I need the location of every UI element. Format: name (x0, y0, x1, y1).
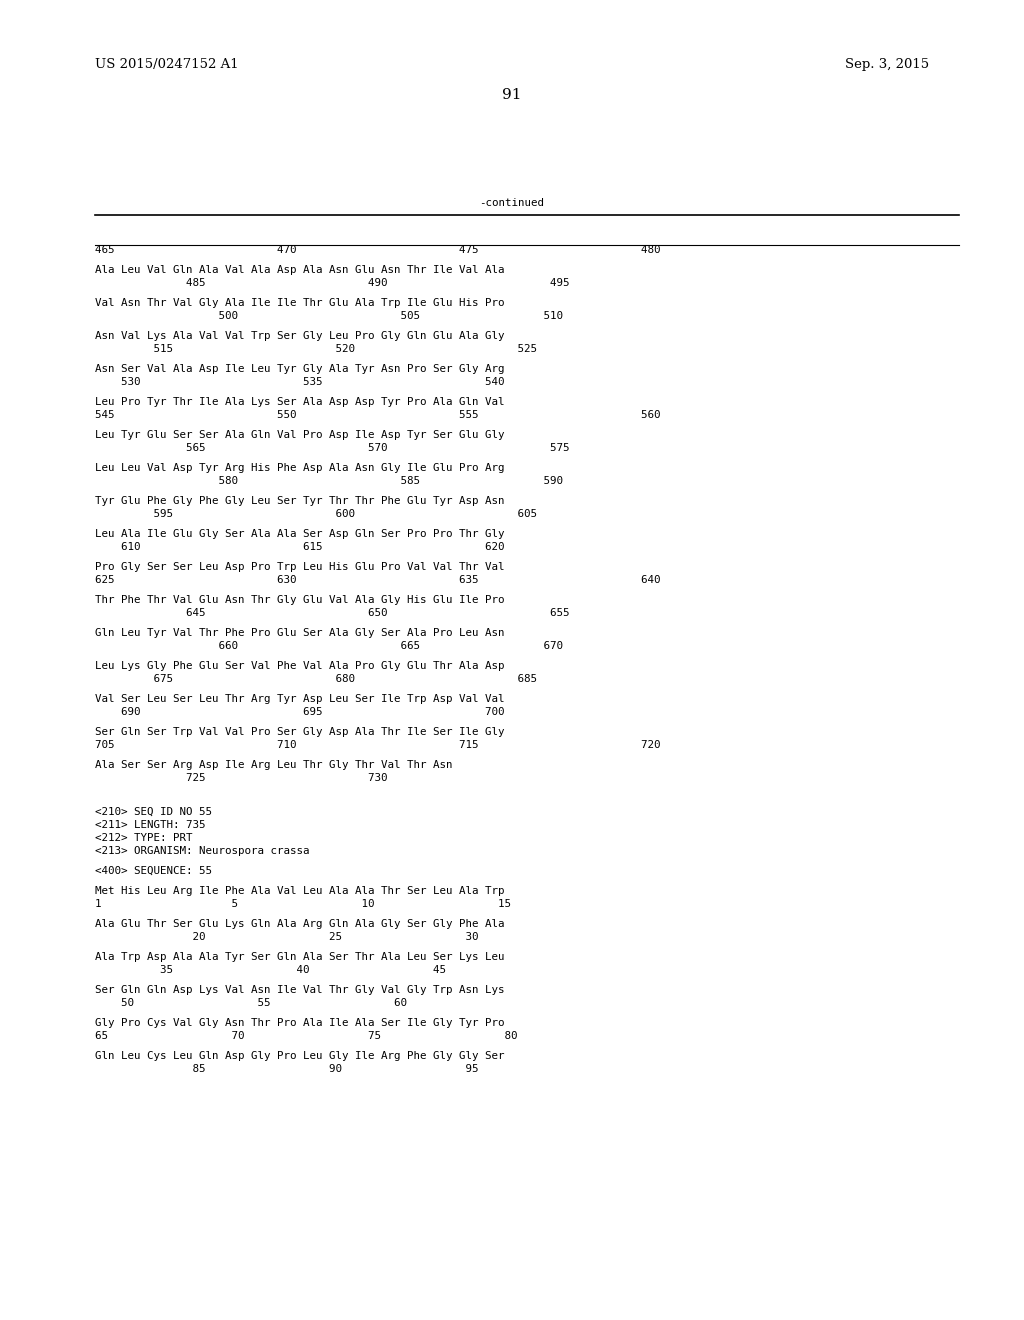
Text: 500                         505                   510: 500 505 510 (95, 312, 563, 321)
Text: Ala Ser Ser Arg Asp Ile Arg Leu Thr Gly Thr Val Thr Asn: Ala Ser Ser Arg Asp Ile Arg Leu Thr Gly … (95, 760, 453, 770)
Text: 515                         520                         525: 515 520 525 (95, 345, 537, 354)
Text: 35                   40                   45: 35 40 45 (95, 965, 446, 975)
Text: 580                         585                   590: 580 585 590 (95, 477, 563, 486)
Text: Val Ser Leu Ser Leu Thr Arg Tyr Asp Leu Ser Ile Trp Asp Val Val: Val Ser Leu Ser Leu Thr Arg Tyr Asp Leu … (95, 694, 505, 704)
Text: 610                         615                         620: 610 615 620 (95, 543, 505, 552)
Text: Leu Pro Tyr Thr Ile Ala Lys Ser Ala Asp Asp Tyr Pro Ala Gln Val: Leu Pro Tyr Thr Ile Ala Lys Ser Ala Asp … (95, 397, 505, 407)
Text: Ala Trp Asp Ala Ala Tyr Ser Gln Ala Ser Thr Ala Leu Ser Lys Leu: Ala Trp Asp Ala Ala Tyr Ser Gln Ala Ser … (95, 952, 505, 962)
Text: 91: 91 (502, 88, 522, 102)
Text: Pro Gly Ser Ser Leu Asp Pro Trp Leu His Glu Pro Val Val Thr Val: Pro Gly Ser Ser Leu Asp Pro Trp Leu His … (95, 562, 505, 572)
Text: Gln Leu Cys Leu Gln Asp Gly Pro Leu Gly Ile Arg Phe Gly Gly Ser: Gln Leu Cys Leu Gln Asp Gly Pro Leu Gly … (95, 1051, 505, 1061)
Text: Tyr Glu Phe Gly Phe Gly Leu Ser Tyr Thr Thr Phe Glu Tyr Asp Asn: Tyr Glu Phe Gly Phe Gly Leu Ser Tyr Thr … (95, 496, 505, 506)
Text: Leu Tyr Glu Ser Ser Ala Gln Val Pro Asp Ile Asp Tyr Ser Glu Gly: Leu Tyr Glu Ser Ser Ala Gln Val Pro Asp … (95, 430, 505, 440)
Text: Leu Ala Ile Glu Gly Ser Ala Ala Ser Asp Gln Ser Pro Pro Thr Gly: Leu Ala Ile Glu Gly Ser Ala Ala Ser Asp … (95, 529, 505, 539)
Text: <212> TYPE: PRT: <212> TYPE: PRT (95, 833, 193, 843)
Text: 465                         470                         475                     : 465 470 475 (95, 246, 660, 255)
Text: Leu Leu Val Asp Tyr Arg His Phe Asp Ala Asn Gly Ile Glu Pro Arg: Leu Leu Val Asp Tyr Arg His Phe Asp Ala … (95, 463, 505, 473)
Text: 50                   55                   60: 50 55 60 (95, 998, 407, 1008)
Text: 485                         490                         495: 485 490 495 (95, 279, 569, 288)
Text: Ala Glu Thr Ser Glu Lys Gln Ala Arg Gln Ala Gly Ser Gly Phe Ala: Ala Glu Thr Ser Glu Lys Gln Ala Arg Gln … (95, 919, 505, 929)
Text: 595                         600                         605: 595 600 605 (95, 510, 537, 519)
Text: Leu Lys Gly Phe Glu Ser Val Phe Val Ala Pro Gly Glu Thr Ala Asp: Leu Lys Gly Phe Glu Ser Val Phe Val Ala … (95, 661, 505, 671)
Text: Val Asn Thr Val Gly Ala Ile Ile Thr Glu Ala Trp Ile Glu His Pro: Val Asn Thr Val Gly Ala Ile Ile Thr Glu … (95, 298, 505, 308)
Text: -continued: -continued (479, 198, 545, 209)
Text: 675                         680                         685: 675 680 685 (95, 675, 537, 684)
Text: 705                         710                         715                     : 705 710 715 (95, 741, 660, 750)
Text: Met His Leu Arg Ile Phe Ala Val Leu Ala Ala Thr Ser Leu Ala Trp: Met His Leu Arg Ile Phe Ala Val Leu Ala … (95, 886, 505, 896)
Text: <213> ORGANISM: Neurospora crassa: <213> ORGANISM: Neurospora crassa (95, 846, 309, 855)
Text: <210> SEQ ID NO 55: <210> SEQ ID NO 55 (95, 807, 212, 817)
Text: Thr Phe Thr Val Glu Asn Thr Gly Glu Val Ala Gly His Glu Ile Pro: Thr Phe Thr Val Glu Asn Thr Gly Glu Val … (95, 595, 505, 605)
Text: 565                         570                         575: 565 570 575 (95, 444, 569, 453)
Text: 725                         730: 725 730 (95, 774, 387, 783)
Text: 1                    5                   10                   15: 1 5 10 15 (95, 899, 511, 909)
Text: 85                   90                   95: 85 90 95 (95, 1064, 478, 1074)
Text: Asn Ser Val Ala Asp Ile Leu Tyr Gly Ala Tyr Asn Pro Ser Gly Arg: Asn Ser Val Ala Asp Ile Leu Tyr Gly Ala … (95, 364, 505, 374)
Text: Ser Gln Gln Asp Lys Val Asn Ile Val Thr Gly Val Gly Trp Asn Lys: Ser Gln Gln Asp Lys Val Asn Ile Val Thr … (95, 985, 505, 995)
Text: <211> LENGTH: 735: <211> LENGTH: 735 (95, 820, 206, 830)
Text: 690                         695                         700: 690 695 700 (95, 708, 505, 717)
Text: Sep. 3, 2015: Sep. 3, 2015 (845, 58, 929, 71)
Text: 645                         650                         655: 645 650 655 (95, 609, 569, 618)
Text: 660                         665                   670: 660 665 670 (95, 642, 563, 651)
Text: Asn Val Lys Ala Val Val Trp Ser Gly Leu Pro Gly Gln Glu Ala Gly: Asn Val Lys Ala Val Val Trp Ser Gly Leu … (95, 331, 505, 341)
Text: Gly Pro Cys Val Gly Asn Thr Pro Ala Ile Ala Ser Ile Gly Tyr Pro: Gly Pro Cys Val Gly Asn Thr Pro Ala Ile … (95, 1018, 505, 1028)
Text: 20                   25                   30: 20 25 30 (95, 932, 478, 942)
Text: Gln Leu Tyr Val Thr Phe Pro Glu Ser Ala Gly Ser Ala Pro Leu Asn: Gln Leu Tyr Val Thr Phe Pro Glu Ser Ala … (95, 628, 505, 638)
Text: 65                   70                   75                   80: 65 70 75 80 (95, 1031, 517, 1041)
Text: Ser Gln Ser Trp Val Val Pro Ser Gly Asp Ala Thr Ile Ser Ile Gly: Ser Gln Ser Trp Val Val Pro Ser Gly Asp … (95, 727, 505, 737)
Text: 625                         630                         635                     : 625 630 635 (95, 576, 660, 585)
Text: 530                         535                         540: 530 535 540 (95, 378, 505, 387)
Text: <400> SEQUENCE: 55: <400> SEQUENCE: 55 (95, 866, 212, 876)
Text: 545                         550                         555                     : 545 550 555 (95, 411, 660, 420)
Text: Ala Leu Val Gln Ala Val Ala Asp Ala Asn Glu Asn Thr Ile Val Ala: Ala Leu Val Gln Ala Val Ala Asp Ala Asn … (95, 265, 505, 275)
Text: US 2015/0247152 A1: US 2015/0247152 A1 (95, 58, 239, 71)
